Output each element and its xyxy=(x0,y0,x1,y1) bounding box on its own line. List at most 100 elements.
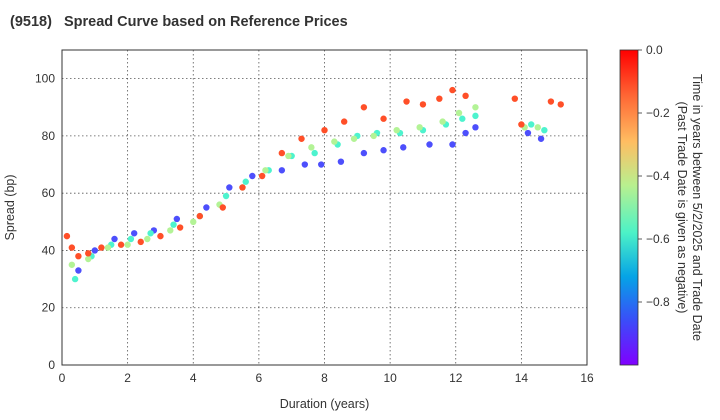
data-point xyxy=(449,86,456,94)
data-point xyxy=(370,132,377,140)
y-tick-label: 80 xyxy=(42,129,56,143)
data-point xyxy=(462,92,469,100)
data-point xyxy=(75,267,82,274)
data-point xyxy=(318,161,325,168)
data-point xyxy=(518,121,525,128)
colorbar-tick-label: −0.8 xyxy=(646,295,670,309)
x-tick-label: 8 xyxy=(321,371,328,385)
data-point xyxy=(472,124,479,131)
data-point xyxy=(98,244,105,251)
data-point xyxy=(124,241,131,248)
chart-title: (9518) Spread Curve based on Reference P… xyxy=(10,14,348,30)
data-point xyxy=(462,129,469,137)
data-point xyxy=(137,238,144,246)
data-point xyxy=(219,204,226,211)
y-axis-ticks: 0 20 40 60 80 100 xyxy=(35,72,55,372)
colorbar-tick-label: −0.2 xyxy=(646,106,670,120)
data-point xyxy=(557,101,564,108)
data-point xyxy=(226,184,233,191)
data-point xyxy=(85,250,92,257)
data-point xyxy=(350,135,358,142)
data-point xyxy=(258,172,266,180)
x-tick-label: 16 xyxy=(580,371,594,385)
data-point xyxy=(190,218,197,226)
data-point xyxy=(439,118,446,125)
data-point xyxy=(337,158,345,165)
data-point xyxy=(524,129,532,137)
data-point xyxy=(127,235,135,243)
data-point xyxy=(436,95,443,102)
x-tick-label: 4 xyxy=(190,371,197,385)
data-point xyxy=(472,112,479,120)
data-point xyxy=(360,104,368,111)
data-point xyxy=(459,115,466,122)
data-points xyxy=(63,86,564,283)
y-tick-label: 0 xyxy=(48,358,55,372)
data-point xyxy=(426,141,433,148)
x-tick-label: 6 xyxy=(256,371,263,385)
x-tick-label: 14 xyxy=(515,371,529,385)
colorbar-tick-label: 0.0 xyxy=(646,43,663,57)
data-point xyxy=(278,149,286,157)
x-axis-label: Duration (years) xyxy=(280,397,370,411)
data-point xyxy=(541,126,548,134)
data-point xyxy=(301,161,309,168)
colorbar xyxy=(619,49,639,366)
data-point xyxy=(117,241,125,248)
data-point xyxy=(331,138,338,145)
data-point xyxy=(249,172,256,180)
data-point xyxy=(167,227,174,234)
colorbar-label-line2: (Past Trade Date is given as negative) xyxy=(675,102,689,314)
data-point xyxy=(547,98,555,105)
data-point xyxy=(380,115,387,122)
data-point xyxy=(222,192,230,200)
y-tick-label: 40 xyxy=(42,243,56,257)
x-tick-label: 0 xyxy=(59,371,66,385)
data-point xyxy=(63,232,71,240)
colorbar-label-line1: Time in years between 5/2/2025 and Trade… xyxy=(690,74,704,341)
x-tick-label: 2 xyxy=(124,371,131,385)
data-point xyxy=(360,149,368,157)
grid-lines xyxy=(62,50,587,365)
data-point xyxy=(400,144,407,151)
data-point xyxy=(534,124,541,131)
data-point xyxy=(147,230,154,237)
data-point xyxy=(196,212,204,220)
plot-frame xyxy=(61,49,588,366)
colorbar-tick-label: −0.4 xyxy=(646,169,670,183)
data-point xyxy=(308,144,315,151)
data-point xyxy=(511,95,519,102)
data-point xyxy=(130,230,138,237)
data-point xyxy=(262,167,269,174)
x-axis-ticks: 0 2 4 6 8 10 12 14 16 xyxy=(59,371,594,385)
data-point xyxy=(285,152,292,160)
data-point xyxy=(157,232,164,240)
data-point xyxy=(111,235,118,243)
colorbar-ticks: 0.0 −0.2 −0.4 −0.6 −0.8 xyxy=(638,43,670,309)
y-axis-label: Spread (bp) xyxy=(3,174,17,240)
data-point xyxy=(176,224,184,231)
data-point xyxy=(449,141,456,148)
data-point xyxy=(173,215,181,223)
data-point xyxy=(239,184,246,191)
colorbar-tick-label: −0.6 xyxy=(646,232,670,246)
data-point xyxy=(311,149,318,157)
data-point xyxy=(242,178,249,185)
y-tick-label: 100 xyxy=(35,72,55,86)
data-point xyxy=(68,244,76,251)
data-point xyxy=(528,121,535,128)
data-point xyxy=(455,109,463,117)
data-point xyxy=(416,124,423,131)
data-point xyxy=(537,135,545,142)
data-point xyxy=(278,167,286,174)
data-point xyxy=(71,275,79,283)
data-point xyxy=(403,98,410,105)
data-point xyxy=(75,252,82,260)
data-point xyxy=(472,104,479,111)
x-tick-label: 10 xyxy=(383,371,397,385)
data-point xyxy=(144,235,151,243)
data-point xyxy=(321,126,328,134)
data-point xyxy=(91,247,99,254)
data-point xyxy=(85,255,92,263)
